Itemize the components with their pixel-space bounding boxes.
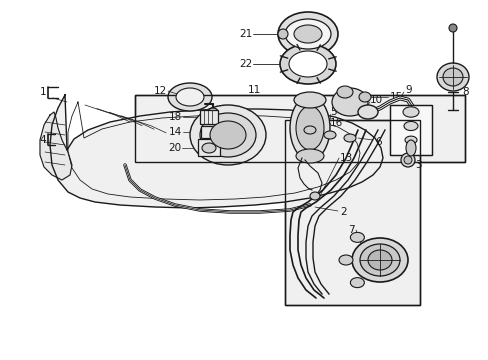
Text: 10: 10: [369, 95, 382, 105]
Text: 18: 18: [168, 112, 182, 122]
Bar: [285, 120, 419, 305]
Text: 8: 8: [461, 87, 468, 97]
Text: 21: 21: [238, 29, 251, 39]
Ellipse shape: [367, 250, 391, 270]
Ellipse shape: [304, 126, 315, 134]
Ellipse shape: [209, 121, 245, 149]
Polygon shape: [40, 112, 72, 180]
Ellipse shape: [295, 106, 324, 150]
Bar: [201, 126, 217, 138]
Ellipse shape: [343, 134, 355, 142]
Ellipse shape: [358, 92, 370, 102]
Ellipse shape: [403, 121, 417, 131]
Ellipse shape: [351, 238, 407, 282]
Polygon shape: [50, 95, 382, 208]
Ellipse shape: [200, 113, 256, 157]
Text: 17: 17: [390, 148, 404, 158]
Text: 14: 14: [168, 127, 182, 137]
Text: 13: 13: [339, 153, 352, 163]
Ellipse shape: [168, 83, 212, 111]
Text: 15: 15: [389, 92, 403, 102]
Ellipse shape: [309, 192, 319, 200]
Ellipse shape: [350, 278, 364, 288]
Bar: [200, 110, 218, 124]
Ellipse shape: [295, 149, 324, 163]
Ellipse shape: [293, 25, 321, 43]
Ellipse shape: [402, 107, 418, 117]
Text: 1: 1: [40, 87, 46, 97]
Ellipse shape: [331, 88, 367, 116]
Ellipse shape: [336, 86, 352, 98]
Bar: [198, 139, 220, 156]
Ellipse shape: [357, 105, 377, 119]
Ellipse shape: [207, 108, 218, 116]
Ellipse shape: [436, 63, 468, 91]
Bar: [135, 95, 464, 162]
Ellipse shape: [293, 92, 325, 108]
Bar: [285, 120, 419, 305]
Circle shape: [403, 156, 411, 164]
Ellipse shape: [324, 131, 335, 139]
Ellipse shape: [176, 88, 203, 106]
Text: 9: 9: [404, 85, 411, 95]
Text: 22: 22: [238, 59, 251, 69]
Bar: [135, 95, 464, 162]
Ellipse shape: [278, 12, 337, 56]
Text: 19: 19: [172, 99, 185, 109]
Ellipse shape: [190, 105, 265, 165]
Bar: [389, 105, 431, 155]
Ellipse shape: [285, 19, 330, 49]
Text: 11: 11: [247, 85, 261, 95]
Text: 2: 2: [339, 207, 346, 217]
Ellipse shape: [442, 68, 462, 86]
Ellipse shape: [338, 255, 352, 265]
Ellipse shape: [404, 136, 416, 144]
Ellipse shape: [202, 143, 216, 153]
Ellipse shape: [350, 232, 364, 242]
Circle shape: [400, 153, 414, 167]
Text: 16: 16: [329, 118, 343, 128]
Text: 5: 5: [329, 107, 336, 117]
Ellipse shape: [405, 140, 415, 156]
Text: 20: 20: [167, 143, 181, 153]
Ellipse shape: [288, 51, 326, 77]
Text: 4: 4: [40, 135, 46, 145]
Text: 3: 3: [414, 160, 421, 170]
Ellipse shape: [359, 244, 399, 276]
Text: 12: 12: [153, 86, 167, 96]
Text: 6: 6: [374, 137, 381, 147]
Circle shape: [448, 24, 456, 32]
Ellipse shape: [289, 96, 329, 160]
Ellipse shape: [278, 29, 287, 39]
Bar: [389, 105, 431, 155]
Ellipse shape: [280, 44, 335, 84]
Text: 7: 7: [347, 225, 354, 235]
